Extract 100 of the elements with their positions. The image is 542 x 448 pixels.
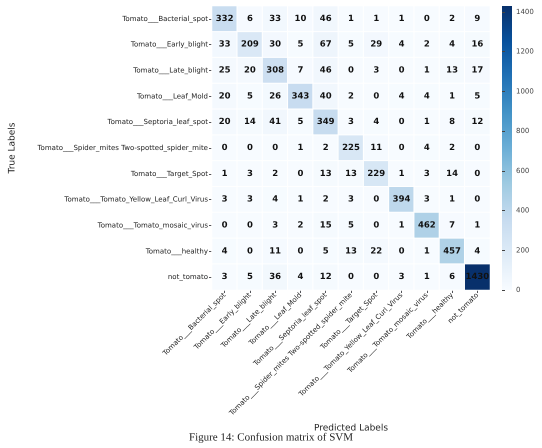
data-label: 349 <box>316 117 335 128</box>
data-label: 0 <box>222 220 228 230</box>
data-label: 13 <box>320 168 332 179</box>
data-label: 4 <box>449 40 456 50</box>
data-label: 8 <box>449 117 456 128</box>
data-label: 20 <box>218 117 231 128</box>
data-label: 4 <box>297 272 304 282</box>
data-label: 4 <box>424 91 430 102</box>
data-label: 1 <box>398 14 405 24</box>
data-label: 0 <box>373 272 380 282</box>
data-label: 1 <box>297 194 304 205</box>
data-label: 0 <box>398 66 405 76</box>
data-label: 12 <box>471 117 484 128</box>
data-label: 0 <box>373 220 380 230</box>
data-label: 308 <box>266 66 284 76</box>
data-label: 225 <box>342 143 360 153</box>
data-label: 2 <box>297 220 304 230</box>
data-label: 4 <box>398 91 405 102</box>
data-label: 2 <box>348 91 354 102</box>
data-label: 26 <box>269 91 282 102</box>
data-label: 462 <box>418 220 436 230</box>
data-label: 13 <box>446 66 458 76</box>
data-label: 4 <box>398 40 405 50</box>
data-label: 20 <box>244 66 256 76</box>
x-axis-title: Predicted Labels <box>314 424 388 434</box>
data-label: 1 <box>398 220 405 230</box>
data-label: 3 <box>424 194 430 205</box>
data-label: 4 <box>424 143 430 153</box>
data-label: 457 <box>443 246 462 256</box>
data-label: 1 <box>424 117 430 128</box>
data-label: 1 <box>424 246 430 256</box>
data-label: 5 <box>348 40 354 50</box>
data-label: 5 <box>246 91 253 102</box>
data-label: 11 <box>370 143 382 153</box>
data-label: 2 <box>449 143 456 153</box>
data-label: 2 <box>449 14 456 24</box>
data-label: 11 <box>269 246 282 256</box>
data-label: 46 <box>320 14 332 24</box>
data-label: 0 <box>222 143 228 153</box>
data-label: 1 <box>424 66 430 76</box>
data-label: 9 <box>474 14 480 24</box>
data-label: 4 <box>373 117 380 128</box>
data-label: 0 <box>474 168 480 179</box>
data-label: 17 <box>471 66 484 76</box>
data-label: 1 <box>449 91 456 102</box>
data-label: 0 <box>246 143 253 153</box>
data-label: 6 <box>246 14 253 24</box>
data-label: 3 <box>246 168 253 179</box>
data-label: 30 <box>269 40 282 50</box>
data-label: 5 <box>322 246 329 256</box>
y-axis-title: True Labels <box>8 122 18 174</box>
data-label: 16 <box>471 40 484 50</box>
data-label: 3 <box>424 168 430 179</box>
data-label: 3 <box>398 272 405 282</box>
data-label: 0 <box>348 66 354 76</box>
data-label: 2 <box>322 194 329 205</box>
data-label: 0 <box>246 246 253 256</box>
data-label: 0 <box>297 168 304 179</box>
data-label: 41 <box>269 117 282 128</box>
data-label: 229 <box>367 168 386 179</box>
data-label: 15 <box>320 220 332 230</box>
data-label: 0 <box>474 194 480 205</box>
data-label: 29 <box>370 40 382 50</box>
data-label: 3 <box>222 194 228 205</box>
data-label: 2 <box>272 168 278 179</box>
data-label: 14 <box>244 117 256 128</box>
data-label: 1 <box>424 272 430 282</box>
data-label: 3 <box>272 220 278 230</box>
data-label: 5 <box>297 40 304 50</box>
data-label: 0 <box>373 91 380 102</box>
data-label: 13 <box>345 246 357 256</box>
data-label: 0 <box>398 143 405 153</box>
data-label: 2 <box>424 40 430 50</box>
data-label: 5 <box>348 220 354 230</box>
data-label: 3 <box>348 117 354 128</box>
caption: Figure 14: Confusion matrix of SVM <box>188 432 354 444</box>
data-label: 343 <box>292 91 310 102</box>
data-label: 3 <box>222 272 228 282</box>
data-label: 5 <box>297 117 304 128</box>
data-label: 40 <box>320 91 332 102</box>
data-label: 0 <box>474 143 480 153</box>
data-label: 5 <box>246 272 253 282</box>
data-label: 2 <box>322 143 329 153</box>
data-label: 332 <box>216 14 234 24</box>
data-label: 394 <box>392 194 410 205</box>
data-label: 0 <box>424 14 430 24</box>
data-label: 4 <box>222 246 228 256</box>
data-label: 12 <box>320 272 332 282</box>
data-label: 67 <box>320 40 332 50</box>
data-label: 10 <box>294 14 306 24</box>
data-label: 1430 <box>466 272 490 282</box>
data-label: 4 <box>272 194 278 205</box>
data-label: 1 <box>297 143 304 153</box>
data-label: 0 <box>297 246 304 256</box>
data-label: 6 <box>449 272 456 282</box>
data-label: 0 <box>398 246 405 256</box>
data-label: 0 <box>373 194 380 205</box>
data-label: 22 <box>370 246 382 256</box>
data-label: 0 <box>246 220 253 230</box>
data-label: 1 <box>222 168 228 179</box>
